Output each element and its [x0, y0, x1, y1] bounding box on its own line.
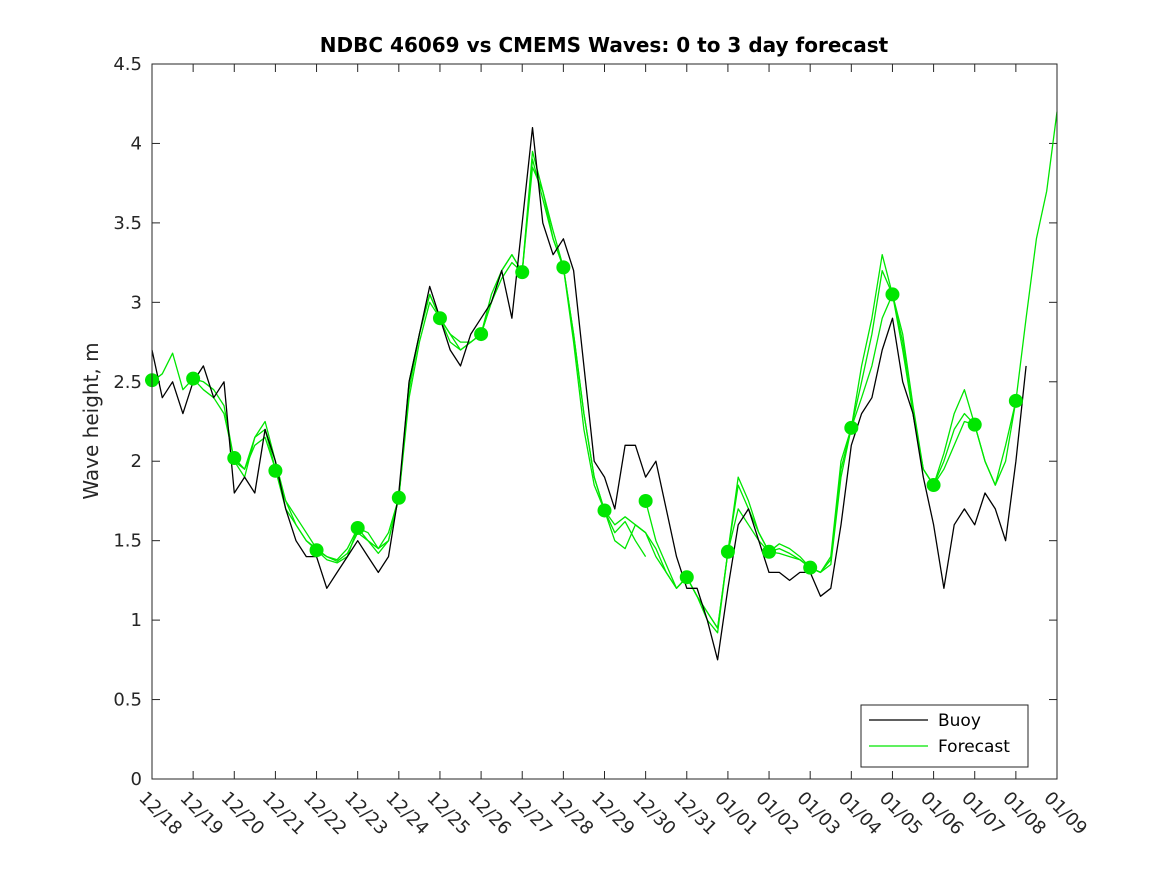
plot-area: [152, 64, 1057, 779]
plot-frame: [151, 63, 1058, 780]
x-tick-label: 01/08: [998, 788, 1050, 840]
x-tick-label: 12/21: [258, 788, 310, 840]
forecast-marker: [1008, 393, 1023, 408]
forecast-marker: [350, 520, 365, 535]
forecast-marker: [803, 560, 818, 575]
y-tick-label: 3.5: [113, 213, 142, 234]
x-tick-label: 01/03: [793, 788, 845, 840]
x-tick-label: 12/28: [546, 788, 598, 840]
x-tick-label: 12/29: [587, 788, 639, 840]
legend: Buoy Forecast: [860, 704, 1029, 768]
legend-box: [860, 704, 1029, 768]
y-tick-label: 1: [131, 610, 142, 631]
series-layer: [151, 111, 1058, 661]
forecast-marker: [391, 490, 406, 505]
chart-title: NDBC 46069 vs CMEMS Waves: 0 to 3 day fo…: [320, 33, 889, 57]
forecast-marker: [309, 543, 324, 558]
y-tick-label: 4: [131, 133, 142, 154]
x-tick-label: 01/01: [710, 788, 762, 840]
forecast-marker: [227, 451, 242, 466]
series-line-buoy: [151, 126, 1027, 661]
forecast-marker: [268, 463, 283, 478]
forecast-marker: [474, 327, 489, 342]
forecast-marker: [967, 417, 982, 432]
x-tick-label: 01/09: [1039, 788, 1091, 840]
series-line-forecast: [933, 111, 1058, 486]
y-tick-label: 2: [131, 451, 142, 472]
x-tick-label: 01/07: [957, 788, 1009, 840]
forecast-marker: [556, 260, 571, 275]
y-tick-label: 2.5: [113, 372, 142, 393]
y-tick-label: 0: [131, 769, 142, 790]
x-tick-label: 12/19: [176, 788, 228, 840]
forecast-marker: [432, 311, 447, 326]
x-tick-label: 12/18: [134, 788, 186, 840]
forecast-marker: [679, 570, 694, 585]
x-tick-label: 01/02: [752, 788, 804, 840]
series-line-forecast: [768, 294, 894, 574]
x-tick-label: 12/30: [628, 788, 680, 840]
x-tick-label: 12/27: [505, 788, 557, 840]
forecast-marker: [720, 544, 735, 559]
forecast-marker: [515, 265, 530, 280]
forecast-marker: [926, 478, 941, 493]
forecast-marker: [885, 287, 900, 302]
x-tick-label: 12/24: [381, 788, 433, 840]
x-tick-label: 12/20: [217, 788, 269, 840]
x-tick-label: 12/31: [669, 788, 721, 840]
x-tick-label: 12/25: [422, 788, 474, 840]
y-tick-label: 1.5: [113, 531, 142, 552]
x-tick-label: 12/23: [340, 788, 392, 840]
x-tick-label: 01/05: [875, 788, 927, 840]
x-tick-label: 01/06: [916, 788, 968, 840]
legend-label-forecast: Forecast: [938, 737, 1010, 757]
series-line-forecast: [521, 158, 647, 557]
x-tick-label: 01/04: [834, 788, 886, 840]
legend-label-buoy: Buoy: [938, 711, 981, 731]
forecast-marker: [597, 503, 612, 518]
forecast-marker: [762, 544, 777, 559]
forecast-marker: [638, 493, 653, 508]
series-line-forecast: [727, 427, 852, 574]
y-tick-label: 3: [131, 292, 142, 313]
forecast-marker: [186, 371, 201, 386]
y-tick-label: 0.5: [113, 690, 142, 711]
forecast-marker: [844, 420, 859, 435]
y-tick-label: 4.5: [113, 54, 142, 75]
x-tick-label: 12/26: [464, 788, 516, 840]
x-tick-label: 12/22: [299, 788, 351, 840]
y-axis-label: Wave height, m: [79, 342, 103, 499]
series-line-forecast: [274, 470, 400, 562]
marker-layer: [145, 260, 1023, 585]
